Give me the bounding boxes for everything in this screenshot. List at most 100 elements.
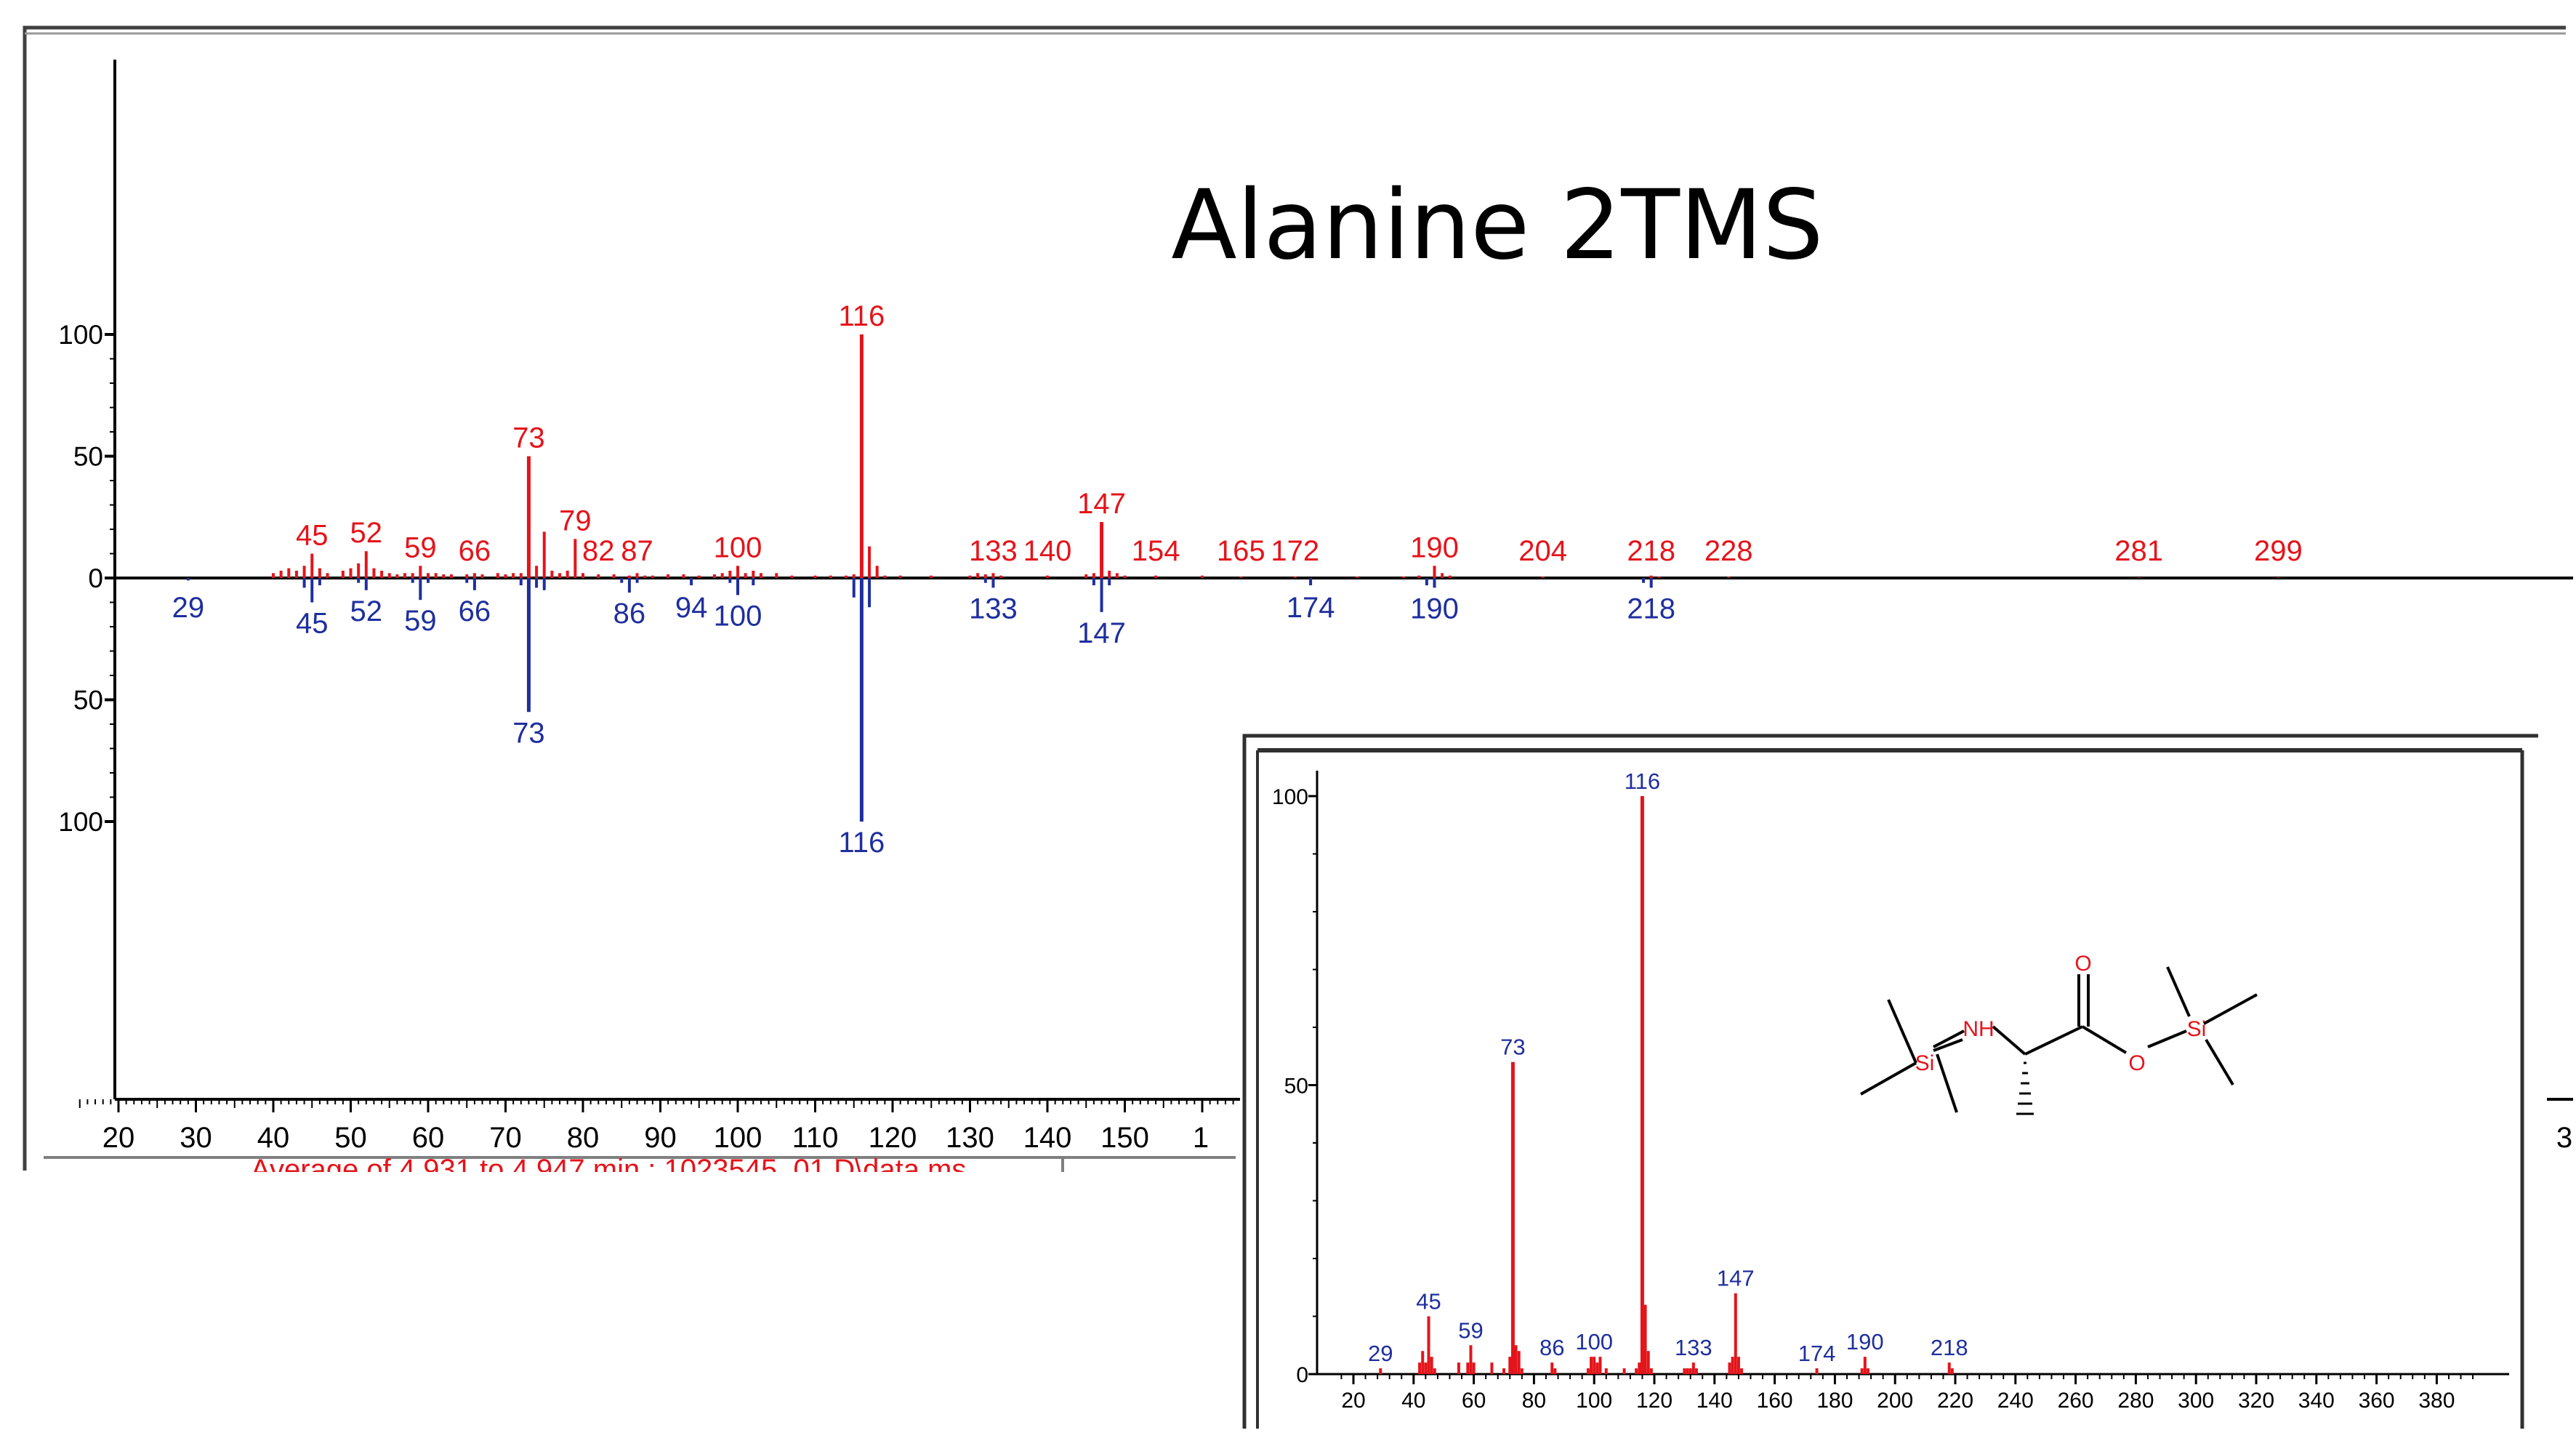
inset-x-tick-label: 360	[2359, 1389, 2395, 1413]
library-peak-label: 190	[1410, 593, 1459, 625]
sample-peak-label: 281	[2114, 535, 2163, 567]
inset-x-tick-label: 160	[1757, 1389, 1793, 1413]
inset-peak-label: 45	[1416, 1289, 1441, 1314]
bond	[2203, 993, 2258, 1025]
x-tick-label: 90	[644, 1122, 677, 1154]
sample-peak-label: 79	[559, 505, 592, 537]
inset-y-tick-label: 50	[1284, 1075, 1308, 1099]
bond	[2081, 1025, 2128, 1054]
inset-x-tick-label: 60	[1462, 1389, 1486, 1413]
inset-plot-area: 0 50 100 20 40 60 80 100 120 140 160 180 200 220 240 26…	[1272, 768, 2509, 1413]
inset-peak-label: 174	[1798, 1341, 1836, 1366]
inset-y-tick-label: 0	[1296, 1363, 1308, 1387]
inset-x-tick-label: 280	[2117, 1389, 2154, 1413]
x-tick-label: 120	[869, 1122, 917, 1154]
inset-x-tick-label: 260	[2058, 1389, 2094, 1413]
sample-peak-label: 73	[512, 422, 545, 454]
library-peak-label: 45	[296, 608, 329, 640]
y-tick-label: 50	[73, 442, 103, 472]
atom-label: O	[2128, 1051, 2145, 1075]
bond	[2205, 1038, 2234, 1086]
inset-peak-label: 147	[1717, 1266, 1755, 1291]
inset-x-tick-label: 240	[1997, 1389, 2034, 1413]
inset-x-tick-label: 320	[2238, 1389, 2274, 1413]
library-peak-label: 94	[675, 592, 708, 624]
library-peak-label: 174	[1287, 592, 1335, 624]
x-tick-label: 30	[180, 1122, 212, 1154]
inset-peak-label: 29	[1368, 1341, 1393, 1366]
bond	[2024, 1025, 2083, 1056]
inset-x-tick-label: 20	[1341, 1389, 1365, 1413]
inset-x-tick-label: 340	[2298, 1389, 2335, 1413]
y-tick-label: 100	[58, 320, 103, 350]
inset-peak-label: 190	[1846, 1329, 1884, 1354]
x-tick-label: 20	[102, 1122, 135, 1154]
library-peak-label: 29	[172, 592, 205, 624]
sample-peak-label: 172	[1271, 535, 1319, 567]
inset-peak-label: 100	[1575, 1329, 1613, 1354]
atom-label: NH	[1963, 1017, 1994, 1041]
y-tick-label: 100	[58, 807, 103, 837]
inset-background	[1240, 733, 2547, 1433]
inset-frame	[1242, 734, 2538, 1429]
x-tick-label: 100	[714, 1122, 762, 1154]
library-peak-label: 86	[613, 598, 646, 630]
library-peak-label: 66	[459, 595, 491, 627]
x-tick-label-partial: 3	[2556, 1122, 2572, 1154]
x-tick-label: 110	[792, 1122, 839, 1154]
atom-label: Si	[1915, 1051, 1935, 1075]
x-tick-label: 140	[1023, 1122, 1072, 1154]
sample-peak-label: 100	[714, 531, 762, 563]
x-tick-label: 70	[489, 1122, 522, 1154]
sample-peak-label: 140	[1023, 535, 1072, 567]
x-tick-label-partial: 1	[1193, 1122, 1209, 1154]
inset-x-tick-label: 220	[1937, 1389, 1973, 1413]
bond	[1933, 1038, 1963, 1052]
library-peak-label: 218	[1627, 593, 1675, 625]
library-peak-label: 116	[839, 827, 885, 859]
sample-peak-label: 59	[404, 531, 437, 563]
sample-peak-label: 133	[969, 535, 1018, 567]
library-peak-label: 147	[1077, 617, 1126, 649]
inset-peak-label: 218	[1931, 1335, 1968, 1360]
sample-peak-label: 116	[839, 300, 885, 332]
sample-peak-label: 147	[1077, 488, 1126, 520]
library-peak-label: 100	[714, 600, 762, 632]
lower-blank-area	[0, 1172, 1240, 1433]
x-tick-label: 40	[257, 1122, 290, 1154]
bond	[2166, 966, 2191, 1017]
inset-peak-label: 73	[1500, 1035, 1525, 1060]
molecule-structure: Si NH O O Si	[1860, 952, 2258, 1115]
library-peak-label: 73	[512, 717, 545, 749]
y-tick-label: 0	[88, 563, 103, 593]
atom-label: Si	[2187, 1017, 2207, 1041]
library-peak-label: 52	[350, 595, 383, 627]
atom-label: O	[2074, 952, 2091, 976]
inset-library-spectrum: 0 50 100 20 40 60 80 100 120 140 160 180 200 220 240 26…	[1240, 733, 2547, 1433]
sample-peak-label: 228	[1704, 535, 1753, 567]
library-peak-label: 59	[404, 605, 437, 637]
y-tick-label: 50	[73, 686, 103, 715]
main-window-frame	[23, 25, 2566, 1171]
inset-x-tick-label: 380	[2418, 1389, 2455, 1413]
inset-x-tick-label: 120	[1636, 1389, 1673, 1413]
sample-peak-label: 87	[621, 535, 653, 567]
x-tick-label: 60	[412, 1122, 445, 1154]
inset-x-tick-label: 100	[1576, 1389, 1612, 1413]
sample-peak-label: 52	[350, 517, 383, 549]
x-tick-label: 150	[1100, 1122, 1149, 1154]
sample-peak-label: 218	[1627, 535, 1675, 567]
chart-title: Alanine 2TMS	[1171, 169, 1823, 281]
bond	[2147, 1029, 2187, 1048]
library-peak-label: 133	[969, 593, 1018, 625]
inset-x-tick-label: 40	[1401, 1389, 1425, 1413]
x-tick-label: 50	[334, 1122, 367, 1154]
bond	[1887, 999, 1917, 1064]
sample-peak-label: 204	[1518, 535, 1567, 567]
sample-peak-label: 82	[582, 535, 615, 567]
bond	[1860, 1061, 1917, 1096]
inset-peak-label: 86	[1539, 1335, 1564, 1360]
inset-peak-label: 59	[1458, 1317, 1483, 1343]
sample-peak-label: 45	[296, 520, 329, 552]
